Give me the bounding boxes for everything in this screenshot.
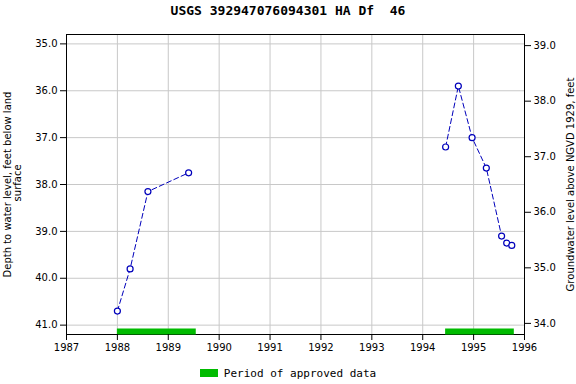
html-text:USGS 392947076094301 HA Df 46: USGS 392947076094301 HA Df 46 <box>170 3 406 18</box>
svg-text:Depth to water level, feet bel: Depth to water level, feet below land su… <box>2 92 23 278</box>
svg-text:1991: 1991 <box>257 342 282 353</box>
svg-text:1993: 1993 <box>359 342 384 353</box>
svg-text:1994: 1994 <box>410 342 435 353</box>
svg-text:41.0: 41.0 <box>35 319 57 330</box>
svg-text:37.0: 37.0 <box>35 132 57 143</box>
svg-text:35.0: 35.0 <box>35 38 57 49</box>
svg-text:1995: 1995 <box>461 342 486 353</box>
html-text:Period of approved data: Period of approved data <box>223 366 377 380</box>
svg-text:1992: 1992 <box>308 342 333 353</box>
svg-text:37.0: 37.0 <box>534 151 556 162</box>
svg-text:36.0: 36.0 <box>534 206 556 217</box>
svg-text:1989: 1989 <box>156 342 181 353</box>
svg-text:35.0: 35.0 <box>534 262 556 273</box>
svg-text:39.0: 39.0 <box>35 226 57 237</box>
svg-text:34.0: 34.0 <box>534 318 556 329</box>
svg-text:Groundwater level above NGVD 1: Groundwater level above NGVD 1929, feet <box>565 78 576 292</box>
svg-text:1987: 1987 <box>54 342 79 353</box>
svg-text:39.0: 39.0 <box>534 40 556 51</box>
svg-text:38.0: 38.0 <box>534 95 556 106</box>
svg-text:40.0: 40.0 <box>35 272 57 283</box>
svg-text:1996: 1996 <box>512 342 537 353</box>
svg-text:1988: 1988 <box>105 342 130 353</box>
svg-text:38.0: 38.0 <box>35 179 57 190</box>
svg-text:36.0: 36.0 <box>35 85 57 96</box>
svg-text:1990: 1990 <box>206 342 231 353</box>
